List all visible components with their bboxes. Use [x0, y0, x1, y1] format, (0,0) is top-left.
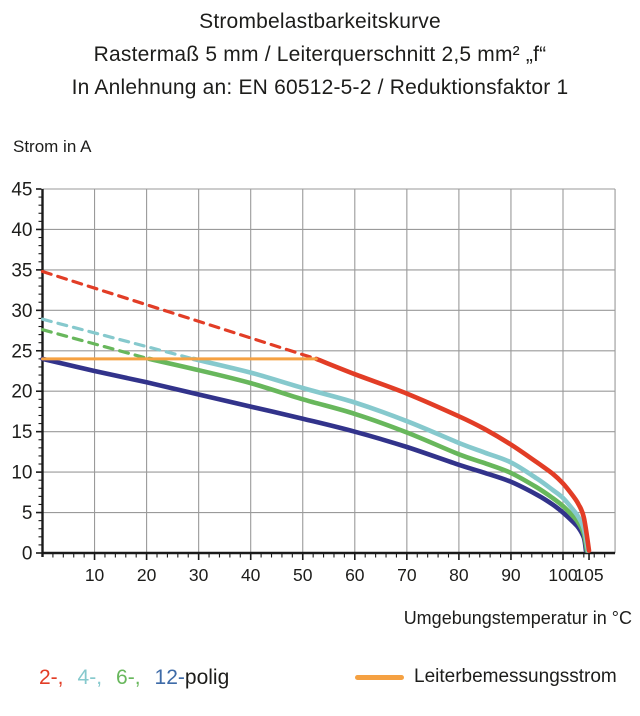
y-tick-label: 10 — [11, 463, 32, 484]
chart-title-line1: Strombelastbarkeitskurve — [199, 10, 441, 33]
rated-current-line-swatch — [355, 674, 404, 680]
legend-item-6-polig: 6-, — [116, 666, 141, 689]
chart-title-line2: Rastermaß 5 mm / Leiterquerschnitt 2,5 m… — [93, 43, 547, 66]
curve-dashed-6-polig — [40, 328, 151, 361]
y-tick-label: 25 — [11, 341, 32, 362]
legend-rated-current: Leiterbemessungsstrom — [355, 666, 617, 688]
legend-item-2-polig: 2-, — [39, 666, 64, 689]
y-tick-label: 15 — [11, 422, 32, 443]
y-tick-label: 20 — [11, 382, 32, 403]
legend: 2-, 4-, 6-, 12- polig Leiterbemessungsst… — [0, 666, 640, 702]
x-tick-label: 40 — [241, 565, 261, 585]
chart-title-line3: In Anlehnung an: EN 60512-5-2 / Reduktio… — [71, 76, 569, 99]
y-tick-label: 5 — [22, 503, 33, 524]
x-tick-label: 70 — [397, 565, 417, 585]
x-tick-label: 80 — [449, 565, 469, 585]
x-tick-label: 20 — [137, 565, 157, 585]
chart-title-block: Strombelastbarkeitskurve Rastermaß 5 mm … — [0, 5, 640, 104]
y-tick-label: 45 — [11, 180, 32, 201]
x-tick-label: 30 — [189, 565, 209, 585]
y-tick-label: 40 — [11, 220, 32, 241]
axes — [41, 189, 616, 557]
x-tick-label: 100 — [548, 565, 577, 585]
curve-dashed-2-polig — [40, 269, 318, 361]
x-tick-label: 10 — [85, 565, 105, 585]
x-axis-title: Umgebungstemperatur in °C — [403, 608, 632, 628]
y-axis-title: Strom in A — [13, 137, 92, 156]
curve-6-polig — [146, 356, 590, 553]
y-tick-label: 35 — [11, 260, 32, 281]
curves-dashed — [40, 269, 318, 361]
y-tick-label: 0 — [22, 544, 33, 565]
legend-item-12-polig: 12- — [154, 666, 185, 689]
axis-ticks — [36, 188, 606, 560]
legend-pole-suffix: polig — [184, 666, 230, 689]
curves-solid — [40, 356, 592, 553]
curve-2-polig — [314, 356, 592, 553]
x-tick-label: 90 — [501, 565, 521, 585]
y-tick-label: 30 — [11, 301, 32, 322]
curve-12-polig — [40, 356, 589, 553]
curve-4-polig — [191, 356, 591, 553]
rated-current-label: Leiterbemessungsstrom — [414, 666, 617, 687]
gridlines — [42, 188, 616, 553]
curve-dashed-4-polig — [40, 317, 195, 361]
x-tick-label: 60 — [345, 565, 365, 585]
x-tick-label: 50 — [293, 565, 313, 585]
legend-pole-group: 2-, 4-, 6-, 12- polig — [39, 666, 229, 690]
x-tick-label: 105 — [574, 565, 603, 585]
legend-item-4-polig: 4-, — [77, 666, 103, 689]
